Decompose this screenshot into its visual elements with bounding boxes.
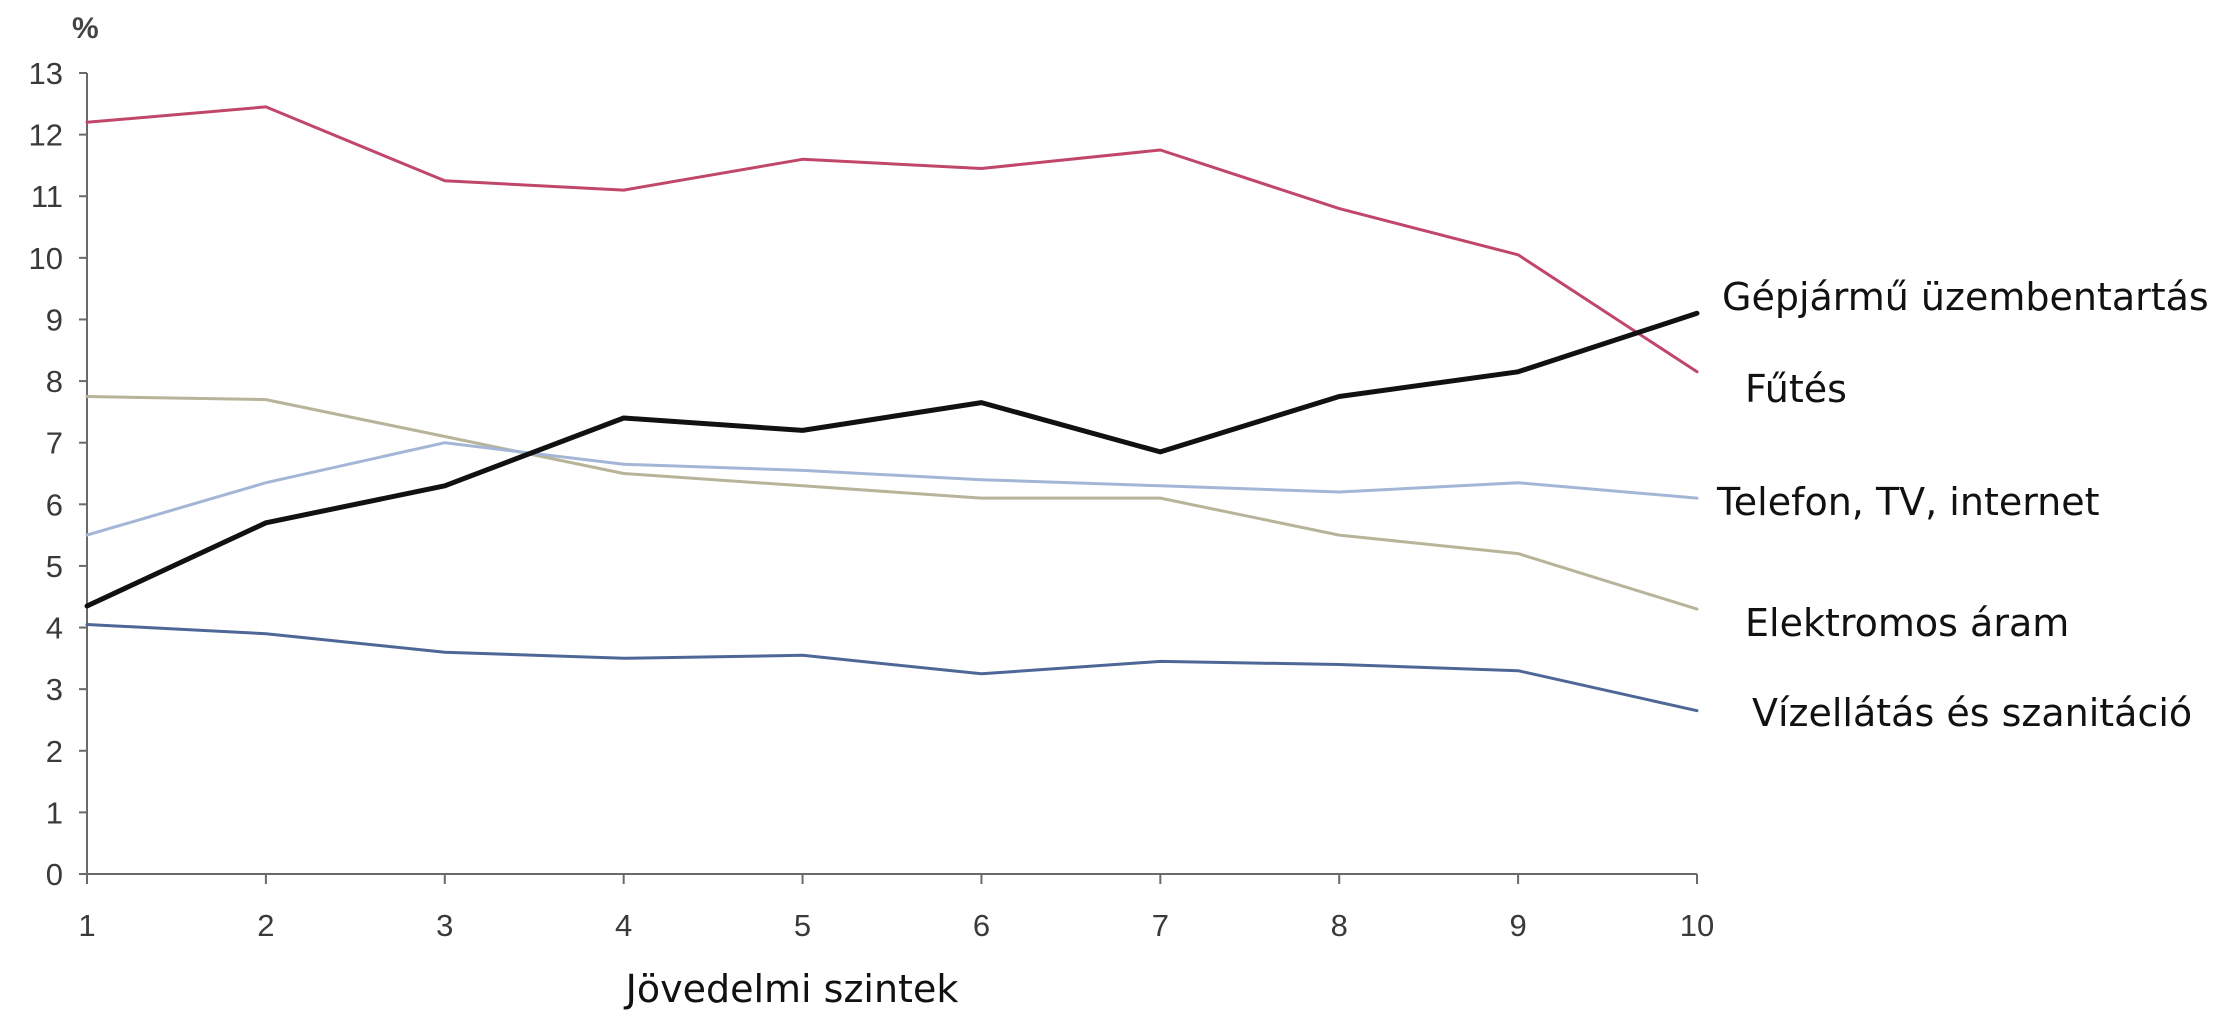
y-tick-label: 6 <box>46 487 63 522</box>
y-tick-label: 0 <box>46 857 63 892</box>
y-tick-label: 12 <box>29 118 63 153</box>
x-tick-label: 9 <box>1509 908 1526 943</box>
series-lines <box>84 105 1700 713</box>
y-tick-label: 5 <box>46 549 63 584</box>
series-line-vizellatas-es-szanitacio <box>85 623 1699 713</box>
x-tick-label: 2 <box>257 908 274 943</box>
series-line-elektromos-aram <box>85 395 1699 611</box>
x-tick-label: 8 <box>1331 908 1348 943</box>
series-label-vizellatas-es-szanitacio: Vízellátás és szanitáció <box>1752 691 2192 735</box>
y-tick-label: 8 <box>46 364 63 399</box>
x-tick-label: 10 <box>1680 908 1714 943</box>
y-tick-label: 10 <box>29 241 63 276</box>
x-tick-label: 3 <box>436 908 453 943</box>
series-label-telefon-tv-internet: Telefon, TV, internet <box>1716 480 2100 524</box>
series-label-gepjarmu-uzembentartas: Gépjármű üzembentartás <box>1722 275 2209 319</box>
x-tick-label: 7 <box>1152 908 1169 943</box>
y-tick-label: 9 <box>46 302 63 337</box>
x-tick-label: 5 <box>794 908 811 943</box>
series-labels: Gépjármű üzembentartás Fűtés Telefon, TV, … <box>1716 275 2209 735</box>
y-tick-label: 2 <box>46 734 63 769</box>
y-tick-label: 4 <box>46 611 63 646</box>
y-tick-label: 1 <box>46 795 63 830</box>
y-tick-label: 13 <box>29 56 63 91</box>
series-line-gepjarmu-uzembentartas <box>84 310 1700 609</box>
series-label-futes: Fűtés <box>1745 367 1847 411</box>
x-tick-label: 6 <box>973 908 990 943</box>
y-tick-label: 7 <box>46 426 63 461</box>
x-tick-label: 1 <box>78 908 95 943</box>
series-line-futes <box>85 105 1699 374</box>
y-tick-label: 3 <box>46 672 63 707</box>
y-unit-label: % <box>72 12 99 45</box>
series-label-elektromos-aram: Elektromos áram <box>1745 601 2069 645</box>
x-axis-title: Jövedelmi szintek <box>624 967 959 1011</box>
x-tick-label: 4 <box>615 908 632 943</box>
y-tick-label: 11 <box>31 179 63 214</box>
series-line-telefon-tv-internet <box>85 441 1699 537</box>
